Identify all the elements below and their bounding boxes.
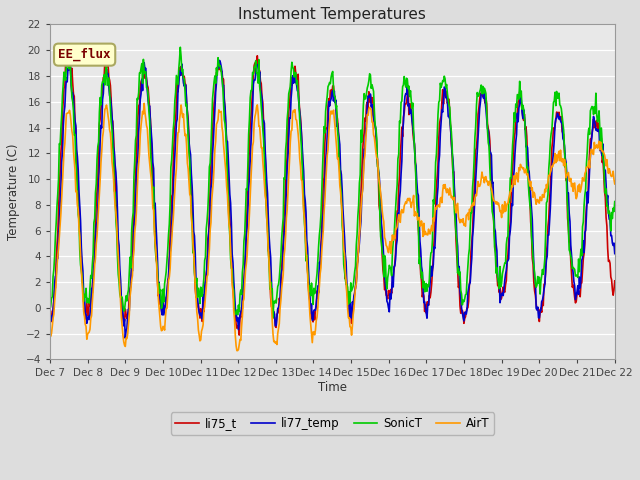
SonicT xyxy=(46,307,54,312)
li77_temp xyxy=(403,91,410,97)
li77_temp xyxy=(115,236,122,242)
li75_t xyxy=(419,290,427,296)
Text: EE_flux: EE_flux xyxy=(58,48,111,61)
li77_temp xyxy=(419,285,427,290)
li75_t xyxy=(56,169,64,175)
SonicT xyxy=(202,226,210,232)
SonicT xyxy=(56,142,64,148)
li77_temp xyxy=(216,58,223,63)
li75_t xyxy=(202,270,210,276)
li77_temp xyxy=(611,251,619,256)
AirT xyxy=(173,166,180,171)
SonicT xyxy=(403,75,410,81)
AirT xyxy=(115,253,122,259)
li75_t xyxy=(115,259,123,264)
li77_temp xyxy=(173,120,180,125)
li75_t xyxy=(611,278,619,284)
AirT xyxy=(419,234,427,240)
li75_t xyxy=(173,99,180,105)
Y-axis label: Temperature (C): Temperature (C) xyxy=(7,144,20,240)
SonicT xyxy=(419,285,427,290)
Line: AirT: AirT xyxy=(50,103,615,350)
Title: Instument Temperatures: Instument Temperatures xyxy=(238,7,426,22)
AirT xyxy=(403,201,410,206)
Line: li77_temp: li77_temp xyxy=(50,60,615,338)
AirT xyxy=(611,181,619,187)
Legend: li75_t, li77_temp, SonicT, AirT: li75_t, li77_temp, SonicT, AirT xyxy=(171,412,494,434)
li77_temp xyxy=(56,200,64,205)
AirT xyxy=(56,222,64,228)
AirT xyxy=(202,285,210,291)
SonicT xyxy=(172,90,179,96)
Line: li75_t: li75_t xyxy=(50,51,615,335)
SonicT xyxy=(269,315,277,321)
li77_temp xyxy=(122,336,129,341)
AirT xyxy=(46,333,54,338)
SonicT xyxy=(611,199,619,204)
li75_t xyxy=(64,48,72,54)
X-axis label: Time: Time xyxy=(318,381,347,394)
AirT xyxy=(140,100,148,106)
Line: SonicT: SonicT xyxy=(50,47,615,318)
li75_t xyxy=(236,332,243,338)
SonicT xyxy=(177,44,184,50)
li75_t xyxy=(403,99,410,105)
SonicT xyxy=(115,271,122,277)
AirT xyxy=(234,348,241,353)
li77_temp xyxy=(202,277,210,283)
li77_temp xyxy=(46,319,54,324)
li75_t xyxy=(46,309,54,315)
